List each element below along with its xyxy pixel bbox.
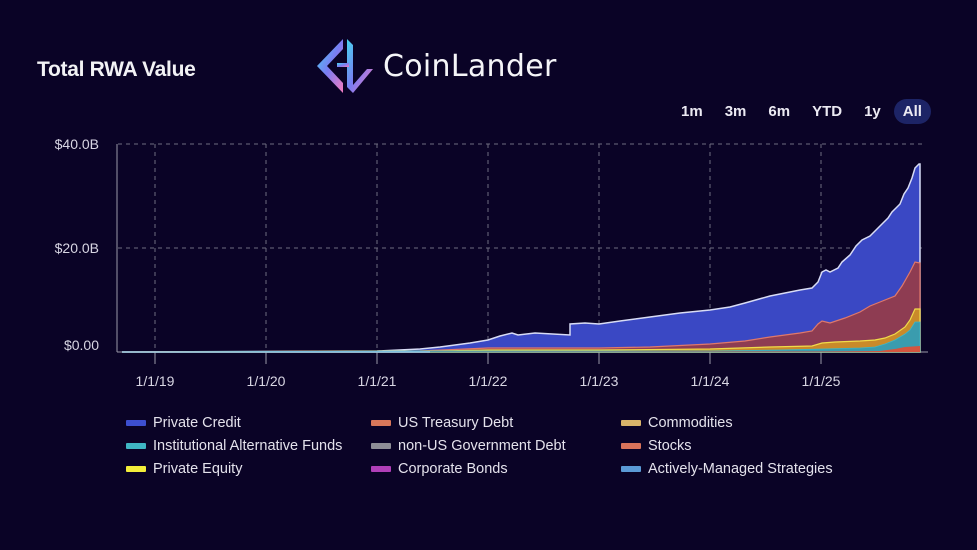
range-3m-button[interactable]: 3m — [724, 103, 747, 120]
legend-item-private-credit[interactable]: Private Credit — [126, 413, 371, 433]
legend-swatch — [371, 420, 391, 426]
legend-item-commodities[interactable]: Commodities — [621, 413, 861, 433]
brand-logo: CoinLander — [313, 35, 557, 97]
time-range-selector: 1m 3m 6m YTD 1y All — [672, 99, 935, 124]
x-tick-2022: 1/1/22 — [469, 373, 508, 389]
legend-swatch — [621, 443, 641, 449]
brand-name: CoinLander — [383, 48, 557, 84]
y-tick-0: $0.00 — [64, 337, 99, 353]
legend-item-private-equity[interactable]: Private Equity — [126, 459, 371, 479]
legend-swatch — [126, 420, 146, 426]
legend-item-stocks[interactable]: Stocks — [621, 436, 861, 456]
series-commodities — [121, 308, 921, 353]
legend-label: Private Equity — [153, 461, 243, 477]
x-tick-2021: 1/1/21 — [358, 373, 397, 389]
x-tick-2025: 1/1/25 — [802, 373, 841, 389]
series-stocks — [122, 346, 920, 352]
series-institutional-alternative-funds — [121, 321, 921, 353]
legend-item-us-treasury-debt[interactable]: US Treasury Debt — [371, 413, 621, 433]
legend-label: non-US Government Debt — [398, 438, 566, 454]
legend-label: Actively-Managed Strategies — [648, 461, 833, 477]
legend-label: Stocks — [648, 438, 692, 454]
range-all-button[interactable]: All — [893, 99, 931, 124]
legend-label: Corporate Bonds — [398, 461, 508, 477]
legend-swatch — [371, 443, 391, 449]
y-tick-20b: $20.0B — [55, 240, 99, 256]
legend-swatch — [371, 466, 391, 472]
legend-item-institutional-alternative-funds[interactable]: Institutional Alternative Funds — [126, 436, 371, 456]
legend-swatch — [126, 443, 146, 449]
legend-swatch — [126, 466, 146, 472]
x-tick-2023: 1/1/23 — [580, 373, 619, 389]
range-ytd-button[interactable]: YTD — [812, 103, 843, 120]
legend-swatch — [621, 420, 641, 426]
range-6m-button[interactable]: 6m — [768, 103, 791, 120]
legend-label: Commodities — [648, 415, 733, 431]
x-tick-2020: 1/1/20 — [247, 373, 286, 389]
legend-item-non-us-government-debt[interactable]: non-US Government Debt — [371, 436, 621, 456]
legend-swatch — [621, 466, 641, 472]
coinlander-logo-icon — [317, 39, 373, 93]
grid-lines — [118, 143, 925, 352]
legend-label: Private Credit — [153, 415, 241, 431]
x-tick-2024: 1/1/24 — [691, 373, 730, 389]
legend-label: Institutional Alternative Funds — [153, 438, 343, 454]
y-tick-40b: $40.0B — [55, 136, 99, 152]
page-title: Total RWA Value — [37, 58, 196, 81]
x-tick-2019: 1/1/19 — [136, 373, 175, 389]
legend-item-corporate-bonds[interactable]: Corporate Bonds — [371, 459, 621, 479]
legend-label: US Treasury Debt — [398, 415, 514, 431]
range-1m-button[interactable]: 1m — [681, 103, 703, 120]
range-1y-button[interactable]: 1y — [864, 103, 881, 120]
series-private-credit — [121, 163, 921, 353]
legend-item-actively-managed-strategies[interactable]: Actively-Managed Strategies — [621, 459, 861, 479]
chart-legend: Private Credit US Treasury Debt Commodit… — [126, 413, 861, 479]
